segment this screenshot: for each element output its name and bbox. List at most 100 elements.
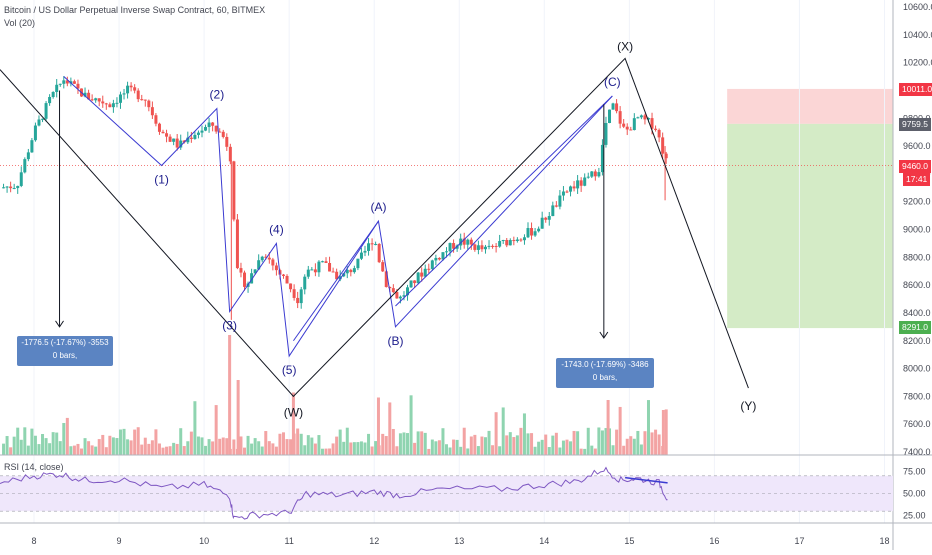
candle-body	[639, 115, 643, 118]
candle-body	[395, 292, 399, 299]
candle-body	[48, 96, 52, 104]
y-tick-label: 8600.0	[903, 280, 931, 290]
candle-body	[182, 140, 186, 143]
candle-body	[342, 273, 346, 277]
volume-bar	[154, 429, 158, 455]
volume-bar	[367, 433, 371, 455]
wxy-line	[0, 57, 749, 398]
volume-bar	[65, 417, 69, 455]
volume-bar	[257, 441, 261, 455]
candle-body	[271, 259, 275, 266]
wave-label: (B)	[387, 334, 403, 348]
candle-body	[430, 260, 434, 269]
candle-body	[554, 205, 558, 207]
volume-bar	[12, 436, 16, 455]
volume-bar	[537, 441, 541, 455]
volume-bar	[654, 429, 658, 455]
candle-body	[19, 172, 23, 186]
volume-bar	[214, 405, 218, 455]
volume-bar	[544, 434, 548, 455]
volume-bar	[646, 400, 650, 455]
volume-bar	[381, 433, 385, 455]
entry-price-tag: 9759.5	[899, 118, 931, 131]
candle-body	[72, 81, 76, 84]
volume-bar	[664, 409, 668, 455]
volume-bar	[80, 448, 84, 455]
volume-bar	[359, 441, 363, 455]
volume-bar	[643, 431, 647, 455]
volume-bar	[175, 443, 179, 455]
candle-body	[423, 268, 427, 277]
candle-body	[33, 125, 37, 141]
candle-body	[494, 245, 498, 247]
volume-bar	[554, 432, 558, 455]
candle-body	[16, 185, 20, 189]
rsi-tick-label: 75.00	[903, 466, 926, 476]
measure-right-line2: 0 bars,	[592, 373, 618, 382]
candle-body	[643, 115, 647, 120]
candle-body	[225, 136, 229, 147]
volume-bar	[512, 437, 516, 455]
volume-bar	[586, 427, 590, 455]
volume-bar	[466, 448, 470, 455]
candle-body	[12, 188, 16, 190]
candle-body	[9, 186, 13, 189]
candle-body	[232, 161, 236, 220]
candle-body	[289, 283, 293, 290]
candle-body	[515, 239, 519, 242]
volume-indicator-label: Vol (20)	[4, 18, 36, 28]
candle-body	[90, 99, 94, 101]
volume-bar	[101, 434, 105, 455]
candle-body	[576, 180, 580, 189]
volume-bar	[533, 446, 537, 455]
candle-body	[204, 127, 208, 131]
x-tick-label: 13	[454, 536, 464, 546]
volume-bar	[41, 434, 45, 455]
volume-bar	[122, 428, 126, 455]
x-tick-label: 18	[879, 536, 889, 546]
candle-body	[491, 245, 495, 247]
volume-bar	[406, 433, 410, 455]
candle-body	[133, 87, 137, 91]
candle-body	[569, 186, 573, 192]
candle-body	[420, 272, 424, 277]
candle-body	[579, 180, 583, 186]
candle-body	[611, 103, 615, 110]
volume-bar	[2, 443, 6, 455]
candle-body	[561, 191, 565, 196]
volume-bar	[62, 422, 66, 455]
volume-bar	[650, 432, 654, 455]
volume-bar	[452, 439, 456, 455]
measure-box-left[interactable]: -1776.5 (-17.67%) -3553 0 bars,	[17, 336, 113, 366]
volume-bar	[551, 435, 555, 455]
candle-body	[572, 186, 576, 189]
volume-bar	[129, 440, 133, 455]
candle-body	[657, 129, 661, 138]
candle-body	[547, 216, 551, 220]
candle-body	[664, 153, 668, 159]
measure-left-line1: -1776.5 (-17.67%) -3553	[21, 338, 109, 347]
volume-bar	[172, 442, 176, 455]
target-zone	[727, 123, 893, 329]
candle-body	[544, 217, 548, 220]
volume-bar	[179, 428, 183, 455]
volume-bar	[402, 432, 406, 455]
y-tick-label: 9000.0	[903, 225, 931, 235]
candle-body	[406, 287, 410, 296]
y-tick-label: 9200.0	[903, 197, 931, 207]
volume-spike	[661, 410, 665, 455]
volume-bar	[30, 428, 34, 455]
volume-bar	[413, 442, 417, 455]
volume-bar	[398, 433, 402, 455]
wave-label: (2)	[210, 88, 225, 102]
candle-body	[413, 280, 417, 284]
stop-zone	[727, 88, 893, 124]
volume-bar	[430, 439, 434, 455]
volume-bar	[111, 437, 115, 455]
volume-bar	[593, 448, 597, 455]
measure-box-right[interactable]: -1743.0 (-17.69%) -3486 0 bars,	[556, 358, 654, 388]
volume-bar	[427, 448, 431, 455]
y-tick-label: 7400.0	[903, 447, 931, 457]
candle-body	[299, 289, 303, 304]
